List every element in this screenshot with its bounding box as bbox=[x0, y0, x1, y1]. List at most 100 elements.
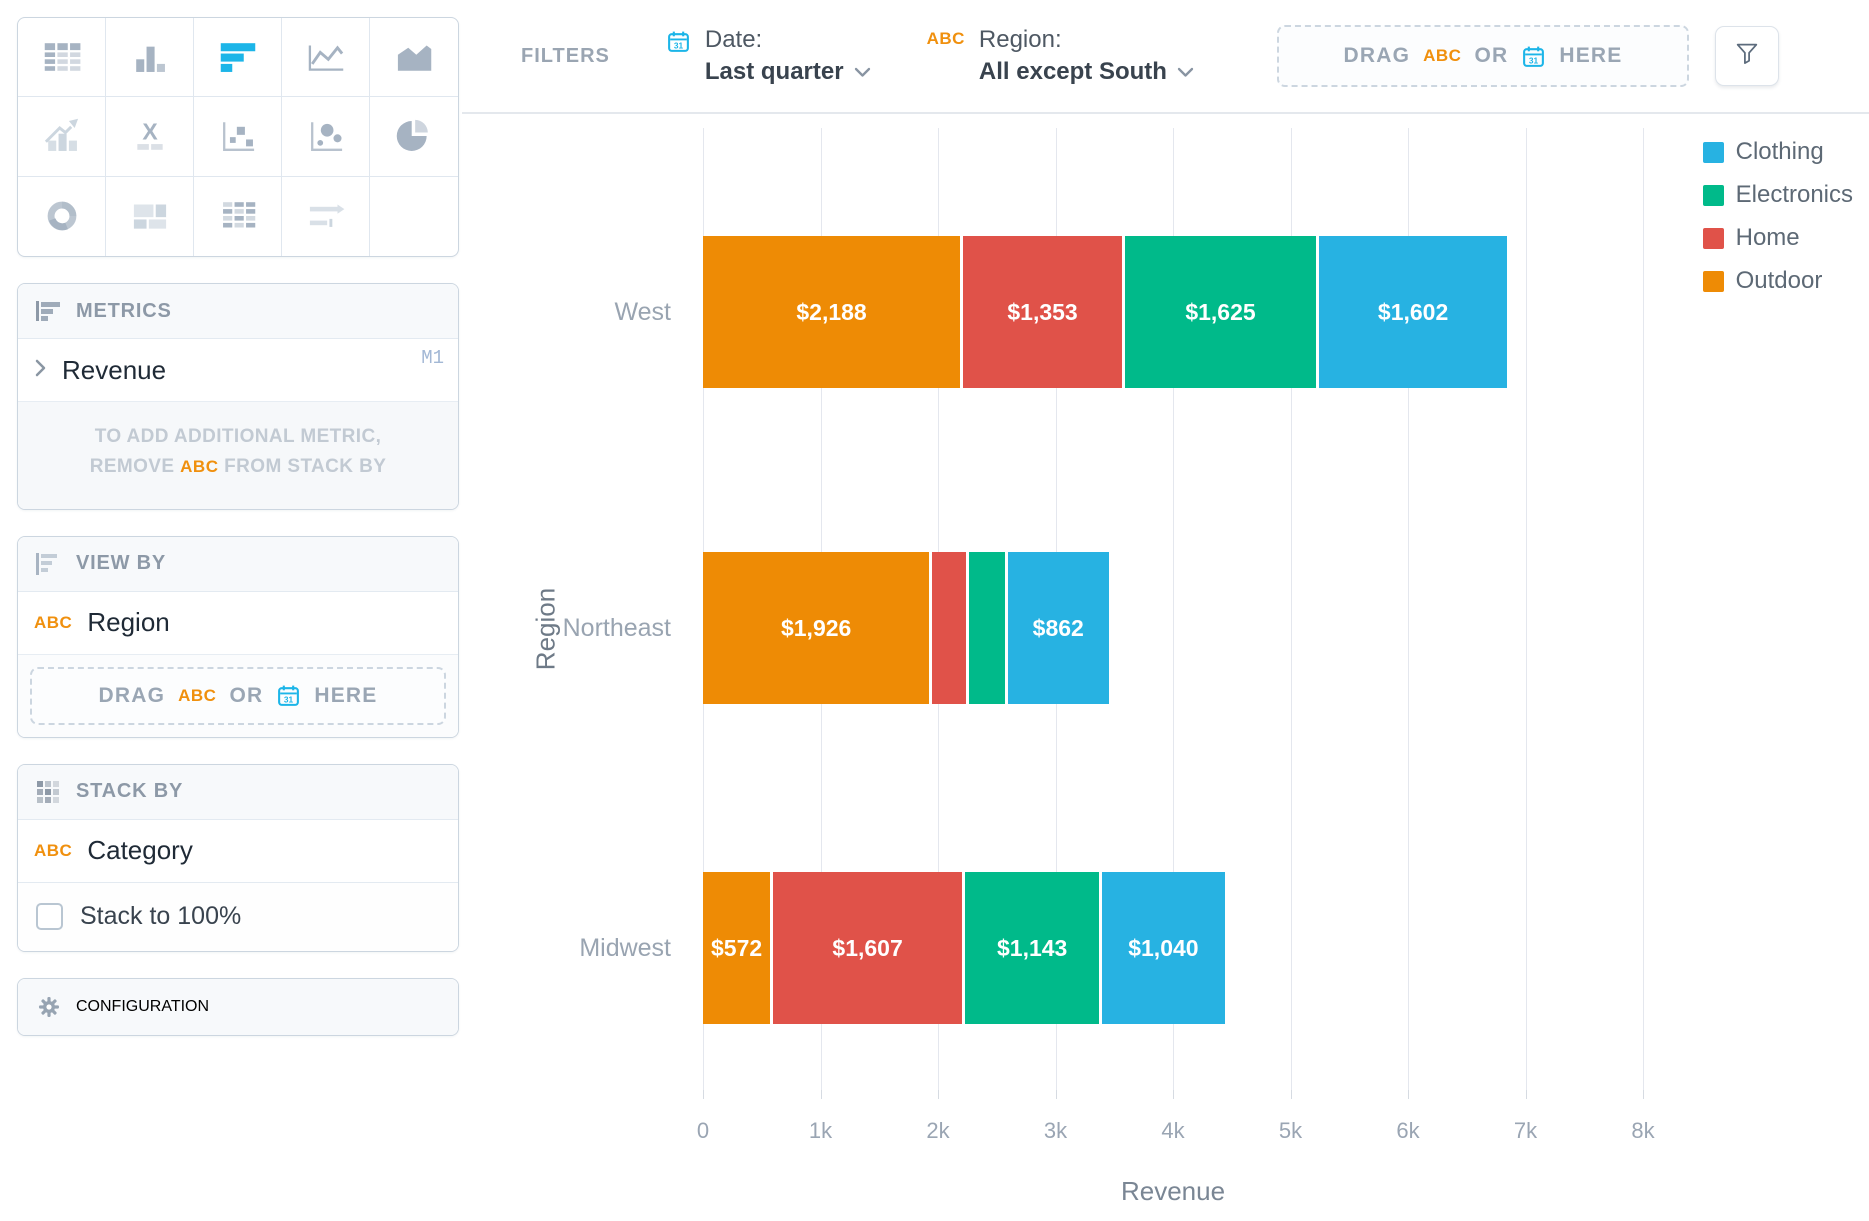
legend-swatch bbox=[1702, 184, 1724, 206]
bar-segment-electronics-northeast[interactable] bbox=[969, 552, 1008, 704]
chart-type-picker: X bbox=[17, 17, 459, 257]
stack-to-100-checkbox[interactable] bbox=[36, 903, 63, 931]
chart-type-area-chart[interactable] bbox=[370, 18, 458, 98]
abc-badge: ABC bbox=[180, 457, 219, 477]
bar-value-label: $1,040 bbox=[1128, 934, 1199, 961]
date-filter-value[interactable]: Last quarter bbox=[705, 58, 871, 86]
chart-type-line-chart[interactable] bbox=[282, 18, 370, 98]
region-filter-value[interactable]: All except South bbox=[979, 58, 1194, 86]
legend-item-outdoor[interactable]: Outdoor bbox=[1702, 267, 1853, 295]
chevron-down-icon bbox=[854, 67, 871, 78]
legend-item-clothing[interactable]: Clothing bbox=[1702, 138, 1853, 166]
chart-type-pivot-table[interactable] bbox=[194, 176, 282, 256]
x-tick-label: 3k bbox=[1043, 1118, 1068, 1143]
chart-type-donut-chart[interactable] bbox=[18, 176, 106, 256]
x-axis-title: Revenue bbox=[1120, 1176, 1226, 1206]
bar-row-northeast: $1,926 $862 bbox=[703, 552, 1643, 704]
line-chart-icon bbox=[303, 37, 349, 77]
abc-badge: ABC bbox=[34, 840, 73, 860]
axis-tick bbox=[1643, 1090, 1644, 1099]
svg-text:X: X bbox=[142, 119, 158, 145]
chart-type-bubble-chart[interactable] bbox=[282, 97, 370, 177]
bar-segment-electronics-midwest[interactable]: $1,143 bbox=[965, 872, 1103, 1024]
bar-segment-outdoor-northeast[interactable]: $1,926 bbox=[703, 552, 933, 704]
sidebar: X METRICS Revenue M1 TO ADD ADDITIONAL M… bbox=[0, 0, 462, 1221]
legend-swatch bbox=[1702, 227, 1724, 249]
stack-by-title: STACK BY bbox=[76, 780, 184, 803]
main-area: FILTERS 31 Date: Last quarter ABC Region… bbox=[462, 0, 1869, 1221]
axis-tick bbox=[1408, 1090, 1409, 1099]
stack-by-grid-icon bbox=[36, 780, 62, 804]
dropzone-here-text: HERE bbox=[314, 683, 378, 707]
chevron-right-icon bbox=[34, 358, 47, 383]
bar-segment-clothing-midwest[interactable]: $1,040 bbox=[1102, 872, 1225, 1024]
filter-funnel-button[interactable] bbox=[1715, 26, 1779, 86]
bar-value-label: $1,602 bbox=[1377, 298, 1449, 325]
bar-segment-home-northeast[interactable] bbox=[932, 552, 970, 704]
hint-line1: TO ADD ADDITIONAL METRIC, bbox=[94, 426, 382, 447]
abc-badge: ABC bbox=[1423, 46, 1462, 65]
bar-row-west: $2,188 $1,353 $1,625 $1,602 bbox=[703, 236, 1643, 388]
chart-type-dashboard-layout[interactable] bbox=[106, 176, 194, 256]
chart-type-table[interactable] bbox=[18, 18, 106, 98]
stack-to-100-label: Stack to 100% bbox=[80, 902, 242, 931]
gridline bbox=[1173, 128, 1174, 1090]
bar-segment-clothing-west[interactable]: $1,602 bbox=[1318, 236, 1508, 388]
dropzone-drag-text: DRAG bbox=[98, 683, 166, 707]
gridline bbox=[1525, 128, 1527, 1090]
bar-segment-home-midwest[interactable]: $1,607 bbox=[773, 872, 966, 1024]
bullet-chart-icon bbox=[303, 196, 349, 236]
funnel-icon bbox=[1733, 40, 1761, 73]
filter-bar: FILTERS 31 Date: Last quarter ABC Region… bbox=[462, 0, 1869, 114]
svg-text:31: 31 bbox=[1529, 55, 1539, 65]
view-by-header: VIEW BY bbox=[18, 536, 458, 591]
chart-type-pie-chart[interactable] bbox=[370, 97, 458, 177]
view-by-field-region[interactable]: ABC Region bbox=[18, 590, 458, 654]
bar-value-label: $1,607 bbox=[832, 934, 903, 961]
x-tick-label: 5k bbox=[1278, 1118, 1303, 1143]
x-tick-label: 8k bbox=[1631, 1118, 1655, 1143]
stack-by-field-label: Category bbox=[87, 835, 193, 866]
legend-label: Electronics bbox=[1735, 181, 1853, 208]
metric-field-revenue[interactable]: Revenue M1 bbox=[18, 338, 458, 401]
bubble-chart-icon bbox=[303, 116, 349, 156]
bar-segment-clothing-northeast[interactable]: $862 bbox=[1007, 552, 1109, 704]
category-label-midwest: Midwest bbox=[579, 933, 671, 962]
view-by-title: VIEW BY bbox=[76, 552, 167, 575]
chart-type-x-axis-label[interactable]: X bbox=[106, 97, 194, 177]
svg-text:31: 31 bbox=[674, 41, 684, 51]
legend-swatch bbox=[1702, 270, 1724, 292]
region-filter: ABC Region: All except South bbox=[927, 26, 1194, 86]
gear-icon bbox=[36, 995, 62, 1019]
chart-type-horizontal-bar-chart[interactable] bbox=[194, 18, 282, 98]
calendar-icon: 31 bbox=[666, 29, 691, 86]
stack-by-field-category[interactable]: ABC Category bbox=[18, 818, 458, 882]
configuration-button[interactable]: CONFIGURATION bbox=[18, 978, 458, 1035]
chart-type-column-chart[interactable] bbox=[106, 18, 194, 98]
metrics-panel: METRICS Revenue M1 TO ADD ADDITIONAL MET… bbox=[17, 283, 459, 510]
view-by-dropzone[interactable]: DRAG ABC OR 31 HERE bbox=[30, 666, 446, 725]
bar-value-label: $1,353 bbox=[1007, 298, 1078, 325]
dropzone-here-text: HERE bbox=[1559, 44, 1623, 67]
x-tick-label: 1k bbox=[808, 1118, 833, 1143]
bar-segment-outdoor-west[interactable]: $2,188 bbox=[703, 236, 964, 388]
donut-chart-icon bbox=[39, 196, 85, 236]
legend-label: Clothing bbox=[1735, 138, 1824, 165]
view-by-field-label: Region bbox=[87, 607, 170, 638]
legend-item-electronics[interactable]: Electronics bbox=[1702, 181, 1853, 209]
view-by-panel: VIEW BY ABC Region DRAG ABC OR 31 HERE bbox=[17, 535, 459, 738]
table-icon bbox=[39, 37, 85, 77]
configuration-panel: CONFIGURATION bbox=[17, 977, 459, 1036]
axis-tick bbox=[1290, 1090, 1292, 1099]
chart-type-trend-combo-chart[interactable] bbox=[18, 97, 106, 177]
bar-segment-electronics-west[interactable]: $1,625 bbox=[1125, 236, 1319, 388]
calendar-icon: 31 bbox=[276, 683, 301, 708]
bar-segment-home-west[interactable]: $1,353 bbox=[963, 236, 1126, 388]
bar-segment-outdoor-midwest[interactable]: $572 bbox=[703, 872, 774, 1024]
filter-dropzone[interactable]: DRAG ABC OR 31 HERE bbox=[1277, 25, 1689, 87]
x-tick-label: 7k bbox=[1513, 1118, 1538, 1143]
chart-type-scatter-plot[interactable] bbox=[194, 97, 282, 177]
plot-area: Revenue 0 1k 2k 3k 4k 5k 6k 7k 8k $2,188 $1,353 $1,… bbox=[697, 128, 1655, 1206]
chart-type-bullet-chart[interactable] bbox=[282, 176, 370, 256]
legend-item-home[interactable]: Home bbox=[1702, 224, 1853, 252]
